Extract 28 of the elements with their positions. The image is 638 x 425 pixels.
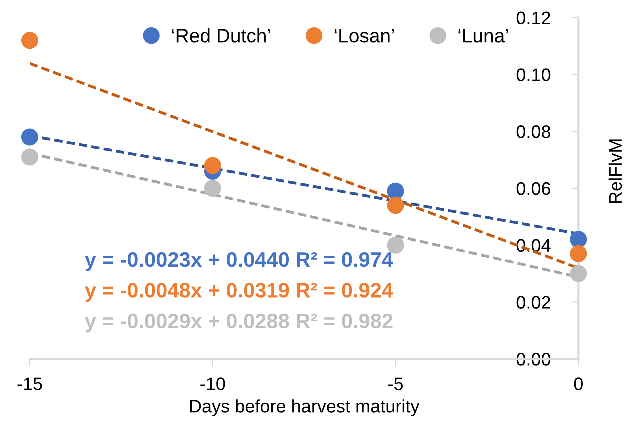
point xyxy=(387,182,404,200)
legend-label: ‘Luna’ xyxy=(458,29,508,43)
y-tick-label: 0.06 xyxy=(516,182,551,196)
point xyxy=(204,157,222,174)
legend-label: ‘Red Dutch’ xyxy=(172,28,270,43)
y-tick-label: 0.10 xyxy=(516,68,551,82)
x-tick-label: 0 xyxy=(574,378,583,390)
annotation: y = -0.0029x + 0.0288 R² = 0.982 xyxy=(85,314,393,333)
point xyxy=(387,197,404,214)
x-axis-title: Days before harvest maturity xyxy=(190,400,420,416)
point xyxy=(387,236,404,254)
point xyxy=(21,148,38,166)
point xyxy=(21,32,38,50)
annotation: y = -0.0023x + 0.0440 R² = 0.974 xyxy=(85,252,394,272)
x-tick-label: -5 xyxy=(388,378,404,390)
annotation: y = -0.0048x + 0.0319 R² = 0.924 xyxy=(85,283,394,302)
x-tick-label: -15 xyxy=(18,378,42,390)
point xyxy=(570,231,588,248)
y-axis-title: RelFlvM xyxy=(608,140,622,204)
y-tick-label: 0.12 xyxy=(516,12,550,25)
point xyxy=(570,265,588,282)
x-tick-label: -10 xyxy=(200,378,226,390)
legend-label: ‘Losan’ xyxy=(334,29,394,43)
point xyxy=(21,128,38,146)
y-tick-label: 0.08 xyxy=(516,126,551,138)
y-tick-label: 0.02 xyxy=(516,296,550,309)
point xyxy=(570,245,588,262)
point xyxy=(204,180,222,197)
